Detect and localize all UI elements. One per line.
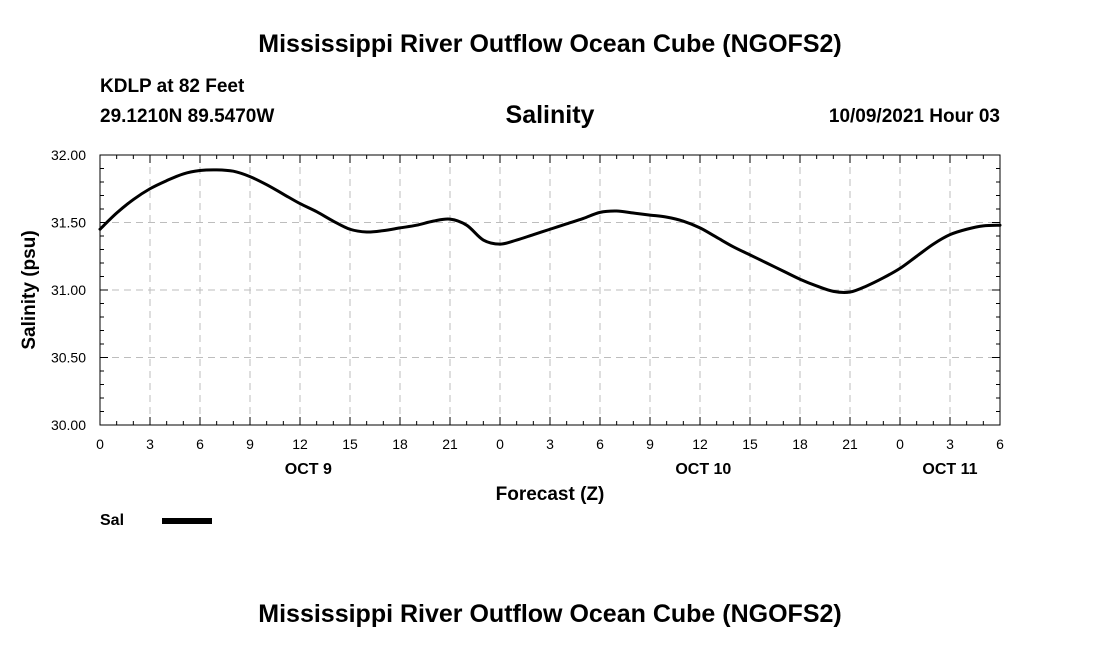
plot-frame [99, 154, 1001, 426]
x-tick-labels: 0 3 6 9 12 15 18 21 0 3 6 9 12 15 18 21 0 3 6 [96, 436, 1004, 452]
x-tick-label: 21 [442, 436, 458, 452]
x-tick-label: 3 [146, 436, 154, 452]
x-tick-label: 9 [246, 436, 254, 452]
y-tick-label: 31.00 [51, 282, 86, 298]
x-tick-label: 6 [996, 436, 1004, 452]
variable-title: Salinity [505, 101, 595, 129]
x-tick-label: 18 [392, 436, 408, 452]
x-tick-label: 21 [842, 436, 858, 452]
y-tick-label: 31.50 [51, 215, 86, 231]
chart-title: Mississippi River Outflow Ocean Cube (NG… [258, 30, 842, 58]
y-tick-label: 32.00 [51, 147, 86, 163]
day-label: OCT 10 [675, 461, 731, 478]
x-tick-label: 15 [742, 436, 758, 452]
x-tick-label: 9 [646, 436, 654, 452]
x-tick-label: 18 [792, 436, 808, 452]
x-tick-label: 0 [896, 436, 904, 452]
station-label: KDLP at 82 Feet [100, 76, 245, 97]
y-axis-label: Salinity (psu) [19, 230, 40, 349]
station-coords: 29.1210N 89.5470W [100, 106, 275, 127]
legend-label: Sal [100, 512, 124, 529]
x-tick-label: 0 [496, 436, 504, 452]
x-tick-label: 0 [96, 436, 104, 452]
day-label: OCT 11 [922, 461, 977, 478]
x-axis-label: Forecast (Z) [496, 484, 605, 505]
day-labels: OCT 9 OCT 10 OCT 11 [285, 461, 978, 478]
x-tick-label: 15 [342, 436, 358, 452]
y-tick-labels: 30.00 30.50 31.00 31.50 32.00 [51, 147, 86, 433]
x-tick-label: 3 [546, 436, 554, 452]
x-tick-label: 6 [196, 436, 204, 452]
x-tick-label: 3 [946, 436, 954, 452]
y-tick-label: 30.50 [51, 350, 86, 366]
x-tick-label: 6 [596, 436, 604, 452]
x-tick-label: 12 [292, 436, 308, 452]
x-tick-label: 12 [692, 436, 708, 452]
run-time: 10/09/2021 Hour 03 [828, 106, 1000, 127]
y-tick-label: 30.00 [51, 417, 86, 433]
day-label: OCT 9 [285, 461, 332, 478]
footer-title: Mississippi River Outflow Ocean Cube (NG… [258, 600, 842, 628]
grid-lines [100, 155, 1000, 425]
salinity-series-line [98, 168, 1002, 294]
